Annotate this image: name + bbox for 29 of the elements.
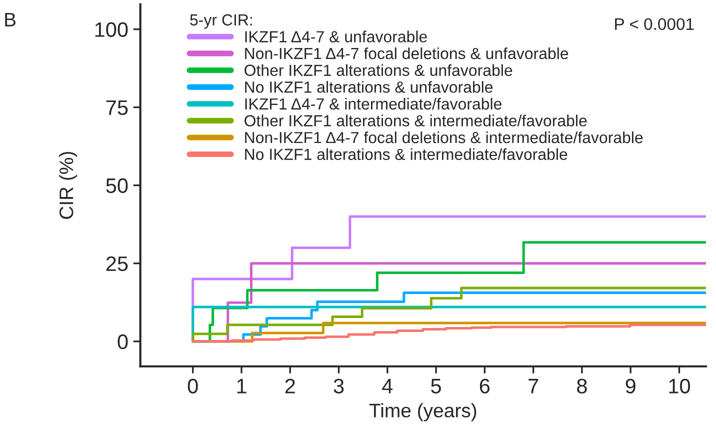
legend-title: 5-yr CIR:	[190, 14, 252, 29]
annotation: P < 0.0001	[615, 18, 694, 30]
x-tick-label: 1	[237, 378, 246, 394]
legend-label: Non-IKZF1 Δ4-7 focal deletions & unfavorable	[245, 47, 568, 60]
x-tick-label: 2	[285, 378, 295, 394]
y-tick-label: 25	[106, 256, 128, 272]
x-tick-label: 7	[528, 378, 538, 394]
legend-label: No IKZF1 alterations & unfavorable	[245, 81, 493, 93]
y-axis-title: CIR (%)	[58, 152, 78, 219]
legend-label: No IKZF1 alterations & intermediate/favorable	[245, 148, 568, 160]
legend-label: Non-IKZF1 Δ4-7 focal deletions & intermediate/favorable	[245, 131, 643, 144]
x-tick-label: 5	[431, 378, 441, 394]
text: B	[5, 12, 16, 26]
legend-label: IKZF1 Δ4-7 & intermediate/favorable	[245, 98, 502, 110]
x-tick-label: 6	[480, 378, 490, 394]
x-tick-label: 4	[382, 378, 393, 394]
legend-label: Other IKZF1 alterations & unfavorable	[244, 64, 512, 76]
y-tick-label: 50	[106, 178, 128, 194]
x-tick-label: 8	[577, 378, 587, 394]
legend-label: IKZF1 Δ4-7 & unfavorable	[245, 30, 427, 42]
y-tick-label: 75	[106, 100, 128, 116]
x-tick-label: 9	[626, 378, 636, 394]
y-tick-label: 0	[118, 334, 128, 350]
x-tick-label: 10	[669, 378, 690, 394]
y-tick-label: 100	[95, 22, 128, 37]
legend-label: Other IKZF1 alterations & intermediate/favorable	[244, 114, 587, 126]
x-tick-label: 3	[334, 378, 344, 394]
x-tick-label: 0	[188, 378, 198, 394]
x-axis-title: Time (years)	[369, 403, 476, 422]
